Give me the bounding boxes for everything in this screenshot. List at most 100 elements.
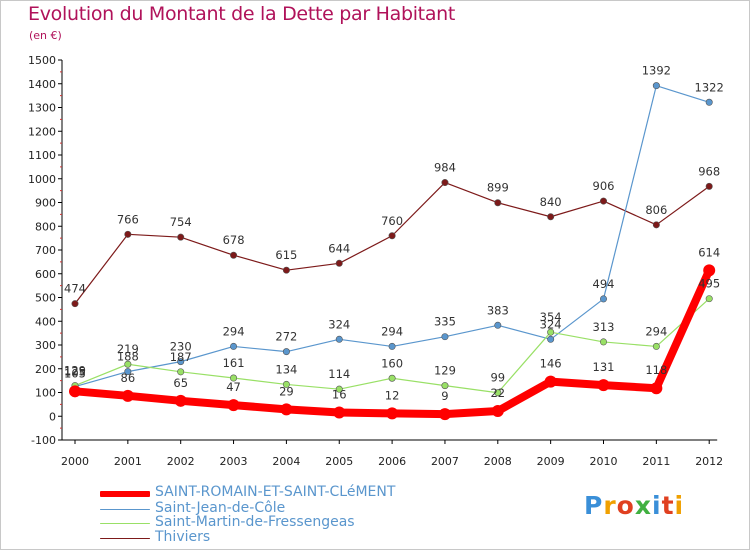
data-label: 760 <box>381 214 403 228</box>
data-point <box>124 230 132 238</box>
x-tick-label: 2004 <box>272 455 300 468</box>
data-label: 134 <box>275 362 297 376</box>
logo-letter: i <box>652 491 662 520</box>
data-label: 272 <box>275 330 297 344</box>
data-point <box>650 382 663 395</box>
data-label: 16 <box>332 387 347 401</box>
data-label: 906 <box>593 179 615 193</box>
data-label: 1322 <box>695 80 724 94</box>
data-point <box>652 221 660 229</box>
logo-letter: i <box>674 491 685 520</box>
data-label: 47 <box>226 380 241 394</box>
data-label: 12 <box>385 388 400 402</box>
data-point <box>121 389 134 402</box>
unit-label: (en €) <box>29 29 62 42</box>
data-point <box>388 342 396 350</box>
data-point <box>544 375 557 388</box>
data-label: 125 <box>64 365 86 379</box>
data-label: 219 <box>117 342 139 356</box>
data-label: 474 <box>64 282 86 296</box>
data-label: 495 <box>698 277 720 291</box>
data-point <box>282 266 290 274</box>
logo-letter: P <box>584 491 604 520</box>
data-label: 324 <box>328 317 350 331</box>
data-point <box>441 179 449 187</box>
data-label: 335 <box>434 315 456 329</box>
data-label: 754 <box>170 215 192 229</box>
logo-letter: t <box>661 491 675 520</box>
data-point <box>177 358 185 366</box>
x-tick-label: 2011 <box>642 455 670 468</box>
y-tick-label: 1400 <box>28 78 56 91</box>
x-tick-label: 2010 <box>590 455 618 468</box>
data-point <box>230 342 238 350</box>
data-point <box>388 374 396 382</box>
data-label: 160 <box>381 356 403 370</box>
x-tick-label: 2001 <box>114 455 142 468</box>
data-label: 494 <box>593 277 615 291</box>
data-point <box>282 348 290 356</box>
data-point <box>599 295 607 303</box>
data-label: 230 <box>170 340 192 354</box>
data-label: 806 <box>645 203 667 217</box>
data-point <box>441 333 449 341</box>
data-point <box>71 300 79 308</box>
data-label: 187 <box>170 350 192 364</box>
data-point <box>227 399 240 412</box>
data-label: 161 <box>223 356 245 370</box>
data-label: 766 <box>117 212 139 226</box>
y-tick-label: 0 <box>49 410 56 423</box>
data-point <box>335 385 343 393</box>
y-tick-label: 1200 <box>28 125 56 138</box>
data-label: 9 <box>441 389 448 403</box>
y-tick-label: 500 <box>35 292 56 305</box>
data-point <box>705 295 713 303</box>
data-label: 294 <box>645 324 667 338</box>
x-tick-label: 2003 <box>220 455 248 468</box>
y-tick-label: 600 <box>35 268 56 281</box>
data-label: 146 <box>540 357 562 371</box>
logo-letter: o <box>616 491 635 520</box>
data-label: 114 <box>328 367 350 381</box>
data-point <box>124 368 132 376</box>
data-label: 131 <box>593 360 615 374</box>
data-label: 324 <box>540 317 562 331</box>
data-point <box>124 360 132 368</box>
x-tick-label: 2005 <box>325 455 353 468</box>
y-tick-label: 700 <box>35 244 56 257</box>
data-point <box>547 335 555 343</box>
legend-swatch <box>100 509 150 510</box>
y-tick-label: 100 <box>35 387 56 400</box>
data-label: 22 <box>490 386 505 400</box>
legend-swatch <box>100 491 150 497</box>
legend-label: Saint-Martin-de-Fressengeas <box>155 514 355 530</box>
data-label: 118 <box>645 363 667 377</box>
data-label: 65 <box>173 376 188 390</box>
data-point <box>69 385 81 398</box>
data-point <box>494 199 502 207</box>
x-tick-label: 2009 <box>537 455 565 468</box>
y-tick-label: 300 <box>35 339 56 352</box>
data-point <box>703 264 716 277</box>
data-point <box>335 335 343 343</box>
data-label: 86 <box>121 371 136 385</box>
data-point <box>494 389 502 397</box>
data-label: 294 <box>381 324 403 338</box>
data-point <box>174 394 187 407</box>
data-point <box>705 98 713 106</box>
y-tick-label: 200 <box>35 363 56 376</box>
x-tick-label: 2007 <box>431 455 459 468</box>
data-point <box>177 233 185 241</box>
data-label: 615 <box>275 248 297 262</box>
data-point <box>333 406 346 419</box>
data-label: 294 <box>223 324 245 338</box>
data-label: 678 <box>223 233 245 247</box>
data-point <box>599 338 607 346</box>
x-tick-label: 2008 <box>484 455 512 468</box>
y-tick-label: 1100 <box>28 149 56 162</box>
data-point <box>652 82 660 90</box>
legend-label: SAINT-ROMAIN-ET-SAINT-CLéMENT <box>155 484 396 500</box>
y-tick-label: 400 <box>35 315 56 328</box>
y-tick-label: 800 <box>35 220 56 233</box>
data-label: 129 <box>64 364 86 378</box>
